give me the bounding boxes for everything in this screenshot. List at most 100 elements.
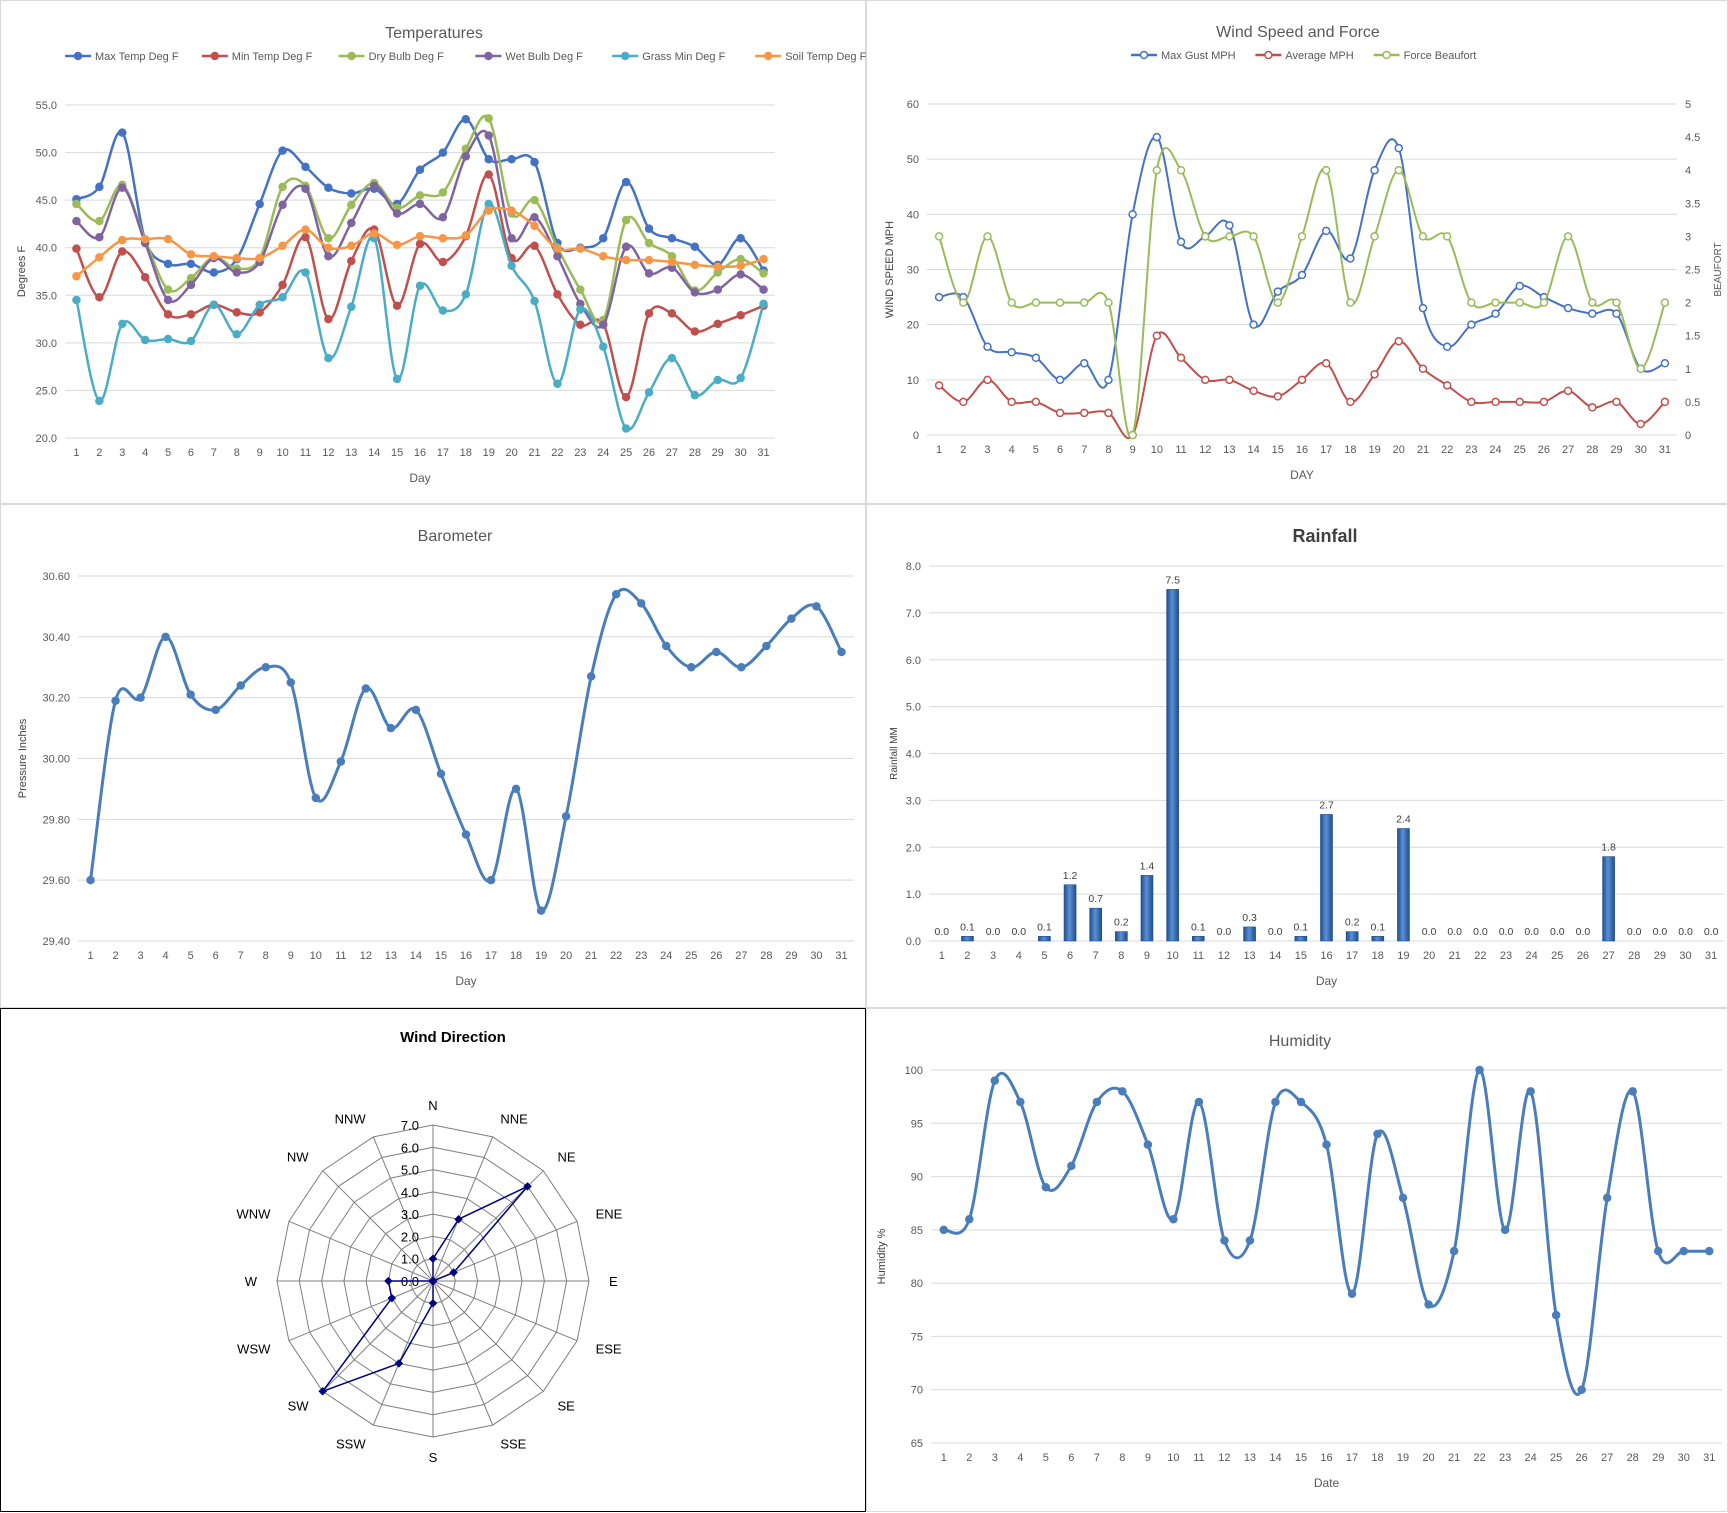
x-tick-label: 2 (966, 1452, 972, 1464)
bar (1166, 589, 1179, 942)
data-point (163, 295, 173, 305)
x-tick-label: 7 (238, 950, 244, 962)
x-tick-label: 31 (835, 950, 847, 962)
data-point (118, 183, 127, 193)
data-point (318, 1387, 327, 1396)
bar (1115, 931, 1128, 942)
data-label: 0.0 (1524, 926, 1539, 938)
data-point (1679, 1246, 1688, 1256)
x-tick-label: 31 (1703, 1452, 1715, 1464)
data-point (667, 353, 677, 363)
data-point (736, 233, 745, 243)
data-label: 0.0 (1473, 926, 1488, 938)
series-line (75, 129, 765, 329)
series-line (89, 587, 843, 913)
data-point (232, 308, 242, 317)
data-point (428, 1276, 438, 1286)
bar (1038, 936, 1051, 942)
data-point (1612, 397, 1621, 407)
data-point (1398, 1193, 1408, 1203)
data-point (324, 183, 333, 193)
data-point (690, 390, 700, 400)
y-tick-label: 30.40 (42, 632, 70, 644)
radar-category-label: NNE (500, 1111, 528, 1126)
data-point (687, 663, 696, 672)
x-tick-label: 31 (1705, 950, 1717, 962)
data-point (361, 684, 371, 693)
data-point (1588, 403, 1597, 412)
data-point (415, 199, 425, 209)
legend-item: Min Temp Deg F (201, 51, 313, 63)
data-point (411, 705, 421, 715)
data-point (1539, 298, 1549, 307)
x-tick-label: 17 (485, 950, 497, 962)
data-point (1526, 1087, 1535, 1096)
data-point (530, 213, 539, 222)
data-point (965, 1214, 974, 1224)
data-point (1118, 1087, 1127, 1096)
x-tick-label: 12 (322, 447, 334, 459)
y-tick-label: 0 (913, 430, 919, 442)
x-tick-label: 2 (96, 447, 102, 459)
data-point (369, 229, 379, 238)
data-point (1128, 430, 1137, 440)
data-point (576, 305, 585, 314)
data-point (278, 241, 287, 251)
y2-axis-label: BEAUFORT (1713, 242, 1724, 296)
radar-category-label: SW (288, 1398, 310, 1413)
data-point (621, 177, 631, 187)
data-point (759, 285, 768, 294)
data-point (186, 250, 196, 259)
data-point (644, 309, 654, 318)
data-label: 0.0 (935, 926, 950, 938)
x-tick-label: 17 (1320, 444, 1332, 456)
x-tick-label: 9 (288, 950, 294, 962)
x-tick-label: 24 (1525, 1452, 1537, 1464)
data-point (690, 242, 700, 252)
x-tick-label: 25 (1551, 950, 1563, 962)
x-tick-label: 29 (785, 950, 797, 962)
data-point (1491, 298, 1500, 307)
data-point (261, 663, 270, 672)
x-tick-label: 4 (142, 447, 148, 459)
data-point (983, 375, 992, 385)
data-point (667, 233, 677, 243)
data-point (461, 231, 471, 240)
x-tick-label: 4 (1009, 444, 1015, 456)
radar-category-label: NE (557, 1150, 575, 1165)
x-tick-label: 5 (1033, 444, 1039, 456)
x-tick-label: 8 (1118, 950, 1124, 962)
x-tick-label: 5 (188, 950, 194, 962)
x-tick-label: 8 (1119, 1452, 1125, 1464)
data-point (438, 257, 448, 267)
x-tick-label: 19 (1397, 1452, 1409, 1464)
x-tick-label: 24 (660, 950, 672, 962)
legend-marker (210, 51, 220, 61)
radar-category-label: SSE (500, 1437, 526, 1452)
x-tick-label: 13 (1244, 1452, 1256, 1464)
data-point (161, 632, 170, 642)
data-point (762, 641, 771, 651)
x-tick-label: 2 (960, 444, 966, 456)
temperatures-chart: Temperatures 20.0 25.0 30.0 35.0 40.0 45.0 50.0… (16, 25, 867, 485)
data-point (1370, 165, 1379, 175)
x-tick-label: 11 (300, 447, 311, 459)
data-point (621, 242, 631, 252)
legend-label: Max Temp Deg F (95, 51, 179, 63)
radar-tick-label: 3.0 (401, 1207, 419, 1222)
data-label: 0.0 (1653, 926, 1668, 938)
x-tick-label: 25 (620, 447, 632, 459)
data-point (301, 162, 310, 172)
x-tick-label: 6 (213, 950, 219, 962)
data-point (454, 1214, 463, 1224)
x-tick-label: 12 (360, 950, 372, 962)
data-point (278, 292, 287, 302)
data-point (1225, 375, 1234, 385)
data-point (636, 599, 646, 608)
data-point (598, 233, 608, 243)
chart-title: Rainfall (1292, 526, 1357, 546)
legend-label: Average MPH (1285, 50, 1353, 62)
x-tick-label: 22 (610, 950, 622, 962)
y-tick-label: 35.0 (36, 290, 57, 302)
x-tick-label: 6 (188, 447, 194, 459)
